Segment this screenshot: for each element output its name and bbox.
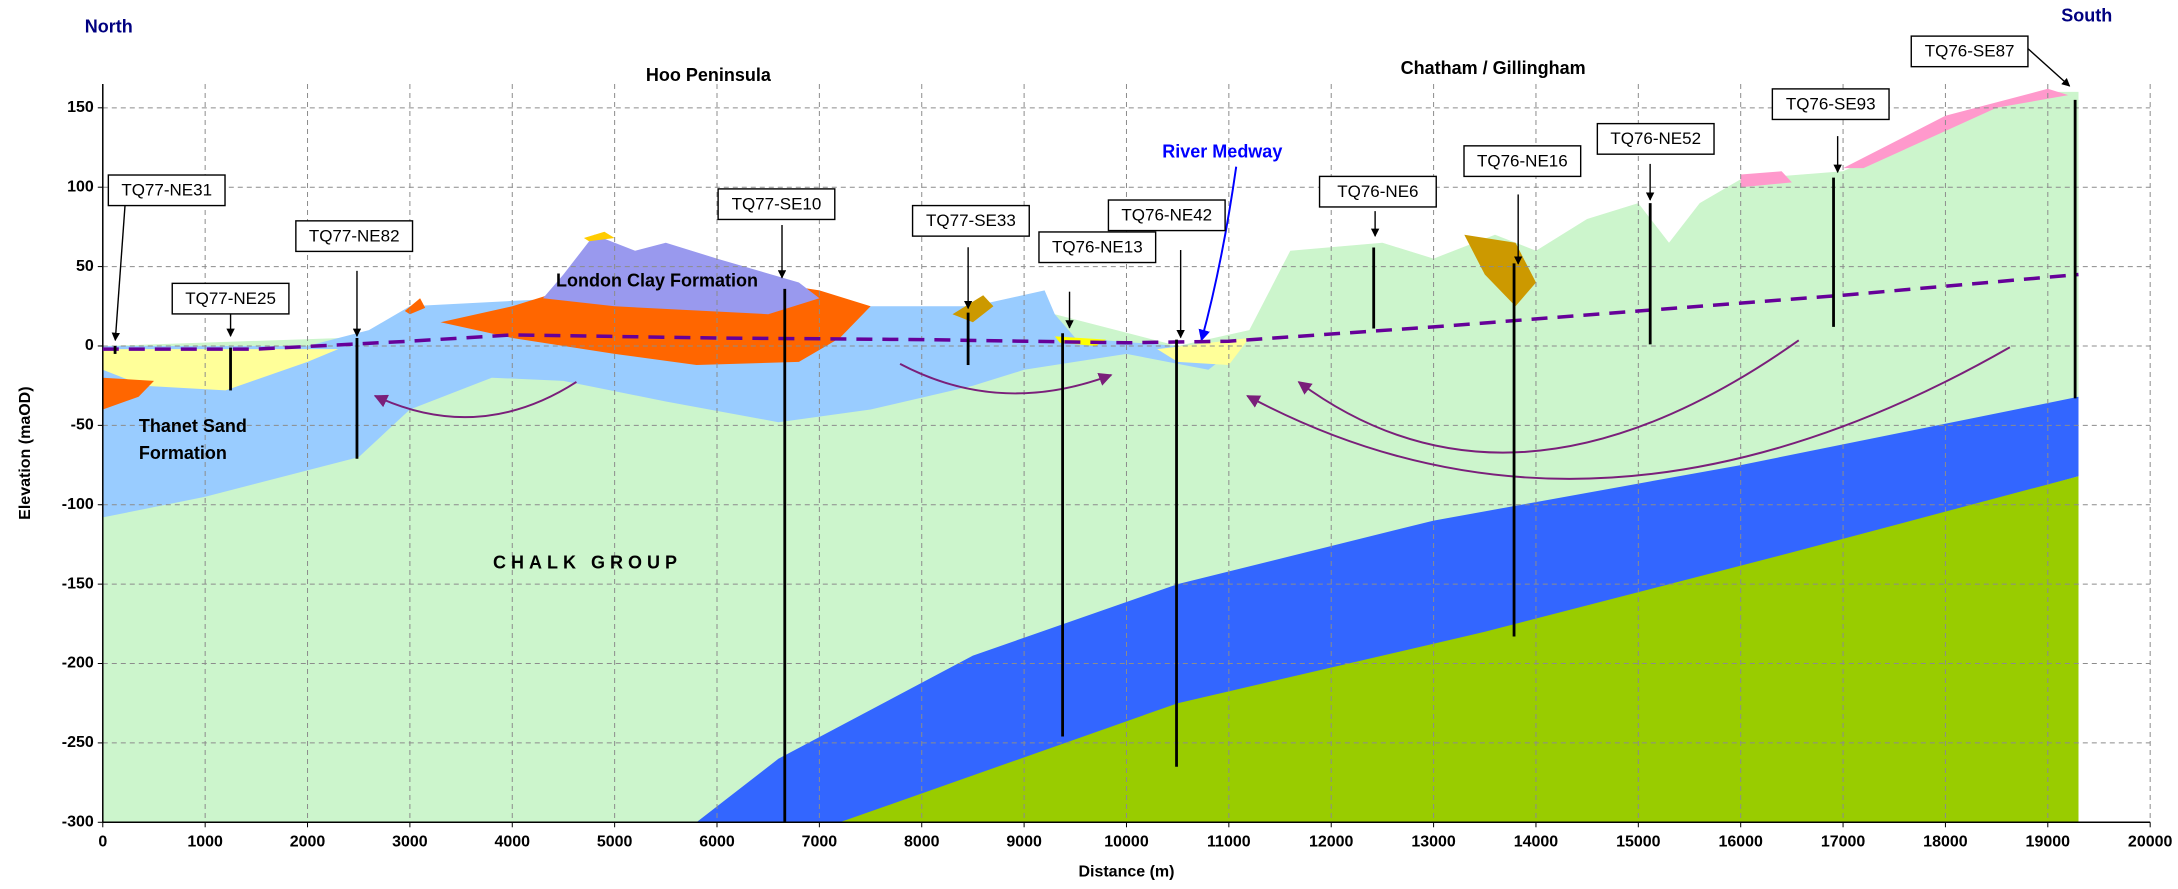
layers: [103, 89, 2079, 823]
borehole-label: TQ77-SE10: [732, 194, 822, 213]
x-tick-label: 14000: [1514, 834, 1559, 851]
x-tick-label: 1000: [187, 834, 223, 851]
x-tick-label: 12000: [1309, 834, 1354, 851]
x-tick-label: 10000: [1104, 834, 1149, 851]
annotation: North: [85, 17, 133, 37]
y-tick-label: 0: [85, 337, 94, 354]
borehole-pointer: [2028, 49, 2070, 87]
annotation: Hoo Peninsula: [646, 65, 772, 85]
annotation: CHALK GROUP: [493, 553, 682, 573]
borehole-label: TQ76-NE6: [1337, 182, 1418, 201]
borehole-pointer: [115, 206, 125, 341]
x-tick-label: 4000: [494, 834, 530, 851]
annotation-box: Thanet Sand Formation: [139, 413, 269, 473]
borehole-label: TQ76-NE52: [1610, 129, 1701, 148]
rock-layer: [584, 232, 615, 242]
x-axis-title: Distance (m): [1078, 864, 1174, 881]
borehole-label: TQ76-SE87: [1925, 42, 2015, 61]
x-tick-label: 19000: [2026, 834, 2071, 851]
borehole-label: TQ77-SE33: [926, 211, 1016, 230]
x-tick-label: 13000: [1411, 834, 1456, 851]
y-tick-label: -100: [62, 496, 94, 513]
x-tick-label: 7000: [802, 834, 838, 851]
x-tick-label: 0: [98, 834, 107, 851]
x-tick-label: 16000: [1718, 834, 1763, 851]
x-tick-label: 3000: [392, 834, 428, 851]
borehole-label: TQ76-NE16: [1477, 151, 1568, 170]
annotation: River Medway: [1162, 142, 1282, 162]
x-tick-label: 5000: [597, 834, 633, 851]
y-tick-label: 50: [76, 258, 94, 275]
borehole-label: TQ77-NE82: [309, 226, 400, 245]
borehole-label: TQ76-NE13: [1052, 237, 1143, 256]
x-tick-label: 20000: [2128, 834, 2173, 851]
y-tick-label: 150: [67, 99, 94, 116]
chart: -300 -250 -200 -150 -100 -50 0 50 100 150 0 1000 200…: [0, 0, 2178, 889]
borehole-label: TQ77-NE25: [185, 289, 276, 308]
annotation: London Clay Formation: [556, 271, 758, 291]
y-tick-label: -250: [62, 734, 94, 751]
y-axis-title: Elevation (maOD): [17, 386, 34, 519]
y-tick-label: -200: [62, 655, 94, 672]
annotation: Chatham / Gillingham: [1401, 58, 1586, 78]
y-tick-label: 100: [67, 178, 94, 195]
y-tick-label: -150: [62, 575, 94, 592]
y-tick-label: -50: [71, 417, 94, 434]
annotation: Thanet Sand Formation: [139, 413, 249, 467]
x-tick-label: 18000: [1923, 834, 1968, 851]
x-tick-label: 2000: [290, 834, 326, 851]
borehole-label: TQ77-NE31: [121, 180, 212, 199]
x-tick-label: 8000: [904, 834, 940, 851]
x-tick-label: 6000: [699, 834, 735, 851]
river-arrow: [1201, 167, 1236, 341]
y-tick-label: -300: [62, 814, 94, 831]
borehole-label: TQ76-SE93: [1786, 94, 1876, 113]
borehole-label: TQ76-NE42: [1121, 205, 1212, 224]
annotation: South: [2061, 5, 2112, 25]
x-tick-label: 15000: [1616, 834, 1661, 851]
x-tick-label: 11000: [1207, 834, 1251, 851]
x-tick-label: 9000: [1006, 834, 1042, 851]
x-tick-label: 17000: [1821, 834, 1866, 851]
